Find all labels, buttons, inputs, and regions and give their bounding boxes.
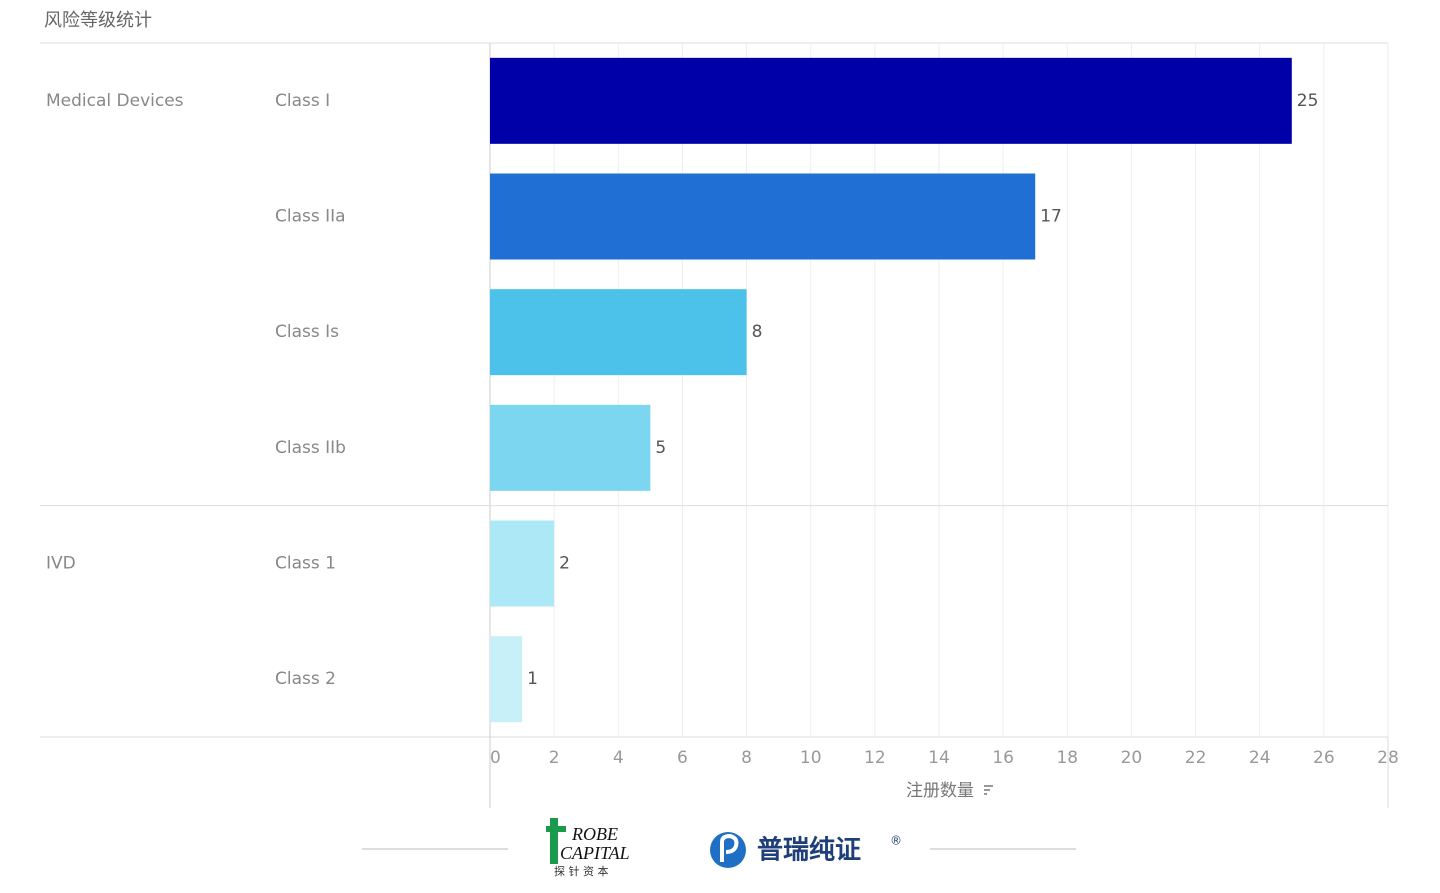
sort-icon <box>984 785 993 795</box>
logo-text: ROBE <box>571 824 618 844</box>
x-tick-label: 16 <box>992 748 1014 768</box>
bar <box>490 520 555 607</box>
value-label: 8 <box>752 322 763 342</box>
y-tick-label: Class IIa <box>275 207 346 227</box>
bar <box>490 404 651 491</box>
y-tick-label: Class IIb <box>275 438 346 458</box>
value-label: 25 <box>1297 91 1319 111</box>
bar <box>490 636 523 723</box>
y-tick-label: Class 1 <box>275 554 336 574</box>
x-axis-title: 注册数量 <box>906 781 974 801</box>
value-label: 17 <box>1040 207 1062 227</box>
x-tick-label: 2 <box>549 748 560 768</box>
plot <box>489 43 1389 737</box>
logo-text: CAPITAL <box>560 843 630 863</box>
x-tick-label: 10 <box>800 748 822 768</box>
y-tick-label: Class 2 <box>275 669 336 689</box>
x-tick-label: 20 <box>1121 748 1143 768</box>
x-tick-label: 0 <box>490 748 501 768</box>
x-tick-label: 4 <box>613 748 624 768</box>
bar <box>490 173 1036 260</box>
group-label: Medical Devices <box>46 91 184 111</box>
chart-title: 风险等级统计 <box>44 10 152 31</box>
x-tick-label: 8 <box>741 748 752 768</box>
logo-mark: ® <box>890 834 902 848</box>
x-tick-label: 22 <box>1185 748 1207 768</box>
logo-purui: 普瑞纯证 ® <box>710 832 902 868</box>
logo-text: 普瑞纯证 <box>757 835 861 866</box>
x-tick-label: 12 <box>864 748 886 768</box>
logo-text: 探 针 资 本 <box>554 864 609 878</box>
x-tick-label: 24 <box>1249 748 1271 768</box>
y-tick-label: Class Is <box>275 322 339 342</box>
value-label: 5 <box>655 438 666 458</box>
x-tick-label: 26 <box>1313 748 1335 768</box>
y-tick-label: Class I <box>275 91 330 111</box>
x-tick-label: 6 <box>677 748 688 768</box>
x-tick-label: 14 <box>928 748 950 768</box>
value-label: 1 <box>527 669 538 689</box>
x-tick-label: 28 <box>1377 748 1399 768</box>
bar <box>490 57 1292 144</box>
value-label: 2 <box>559 554 570 574</box>
group-label: IVD <box>46 554 76 574</box>
bar <box>490 289 747 376</box>
logo-probe: ROBE CAPITAL 探 针 资 本 <box>546 818 630 878</box>
x-tick-label: 18 <box>1056 748 1078 768</box>
